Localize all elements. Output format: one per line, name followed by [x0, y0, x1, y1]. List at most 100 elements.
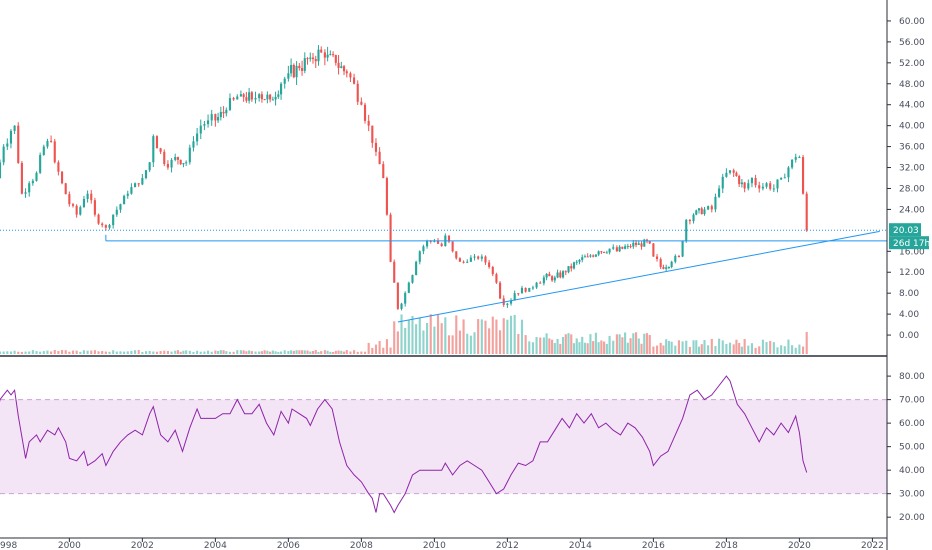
candle-body [46, 140, 49, 147]
candle-body [553, 277, 556, 281]
candle-body [196, 133, 199, 142]
price-tick-label: 16.00 [899, 247, 925, 257]
candle-body [144, 170, 148, 178]
candle-body [539, 282, 542, 284]
candle-body [263, 99, 266, 101]
candle-body [637, 243, 640, 245]
volume-bar [728, 342, 732, 354]
volume-bar [228, 351, 232, 354]
candle-body [517, 293, 520, 295]
volume-bar [90, 350, 93, 354]
volume-bar [429, 314, 432, 354]
volume-bar [378, 341, 381, 354]
time-tick-label: 2000 [58, 541, 81, 550]
candle-body [750, 178, 754, 184]
candle-body [732, 170, 735, 173]
candle-body [575, 261, 578, 263]
volume-bar [311, 350, 315, 354]
candle-body [426, 240, 429, 247]
candle-body [556, 272, 559, 278]
rsi-axis[interactable]: 80.00 70.00 60.00 50.00 40.00 30.00 20.00 [887, 372, 925, 523]
price-tick-label: 52.00 [899, 59, 925, 69]
candle-body [248, 92, 251, 101]
candle-body [612, 247, 615, 249]
candle-body [411, 275, 414, 283]
rsi-line [0, 375, 808, 514]
candle-body [90, 193, 93, 201]
candle-body [509, 300, 513, 304]
time-axis[interactable]: 998 2000 2002 2004 2006 2008 2010 2012 2014 2016 2… [0, 537, 887, 550]
candle-body [203, 124, 206, 126]
candle-body [269, 94, 272, 100]
candle-body [182, 163, 185, 165]
candle-body [462, 261, 465, 263]
volume-bar [2, 351, 5, 354]
volume-bar [196, 350, 199, 354]
candle-body [570, 266, 573, 269]
candle-body [378, 151, 381, 165]
volume-bar [480, 319, 483, 354]
candle-body [685, 219, 688, 241]
volume-bar [115, 351, 118, 354]
volume-bar [280, 351, 283, 354]
candle-body [225, 109, 228, 114]
candle-body [754, 178, 757, 186]
candle-body [245, 97, 248, 101]
candle-body [349, 73, 352, 78]
volume-bar [697, 346, 701, 354]
candle-body [743, 182, 746, 189]
volume-bar [166, 350, 169, 354]
price-panel[interactable] [0, 45, 887, 354]
rsi-tick-label: 50.00 [899, 443, 925, 453]
rsi-panel[interactable] [0, 375, 887, 514]
candle-body [765, 183, 768, 187]
volume-bar [495, 319, 498, 354]
volume-bar [320, 351, 323, 354]
candle-body [400, 303, 403, 309]
volume-bar [451, 335, 454, 354]
volume-bar [374, 344, 378, 354]
candle-body [545, 273, 548, 278]
candle-body [185, 162, 188, 164]
candle-body [28, 183, 31, 193]
volume-bar [250, 351, 253, 354]
price-tick-label: 60.00 [899, 17, 925, 27]
candle-body [97, 214, 100, 224]
candle-body [594, 254, 597, 257]
candle-body [404, 292, 407, 304]
volume-bar [553, 342, 556, 354]
candle-body [495, 274, 498, 283]
volume-bar [400, 314, 403, 354]
volume-bar [385, 339, 388, 354]
volume-bar [761, 339, 764, 354]
volume-bar [433, 326, 436, 354]
time-tick-label: 2004 [204, 541, 227, 550]
volume-bar [674, 345, 677, 354]
volume-bar [665, 339, 668, 354]
candle-body [108, 225, 111, 228]
volume-bar [600, 340, 603, 354]
volume-bar [548, 338, 551, 354]
volume-bar [292, 350, 295, 354]
candle-body [126, 193, 129, 196]
price-tick-label: 28.00 [899, 184, 925, 194]
candle-body [780, 178, 783, 180]
volume-bar [477, 319, 480, 354]
volume-bar [9, 351, 13, 354]
volume-bar [618, 334, 621, 354]
volume-bar [13, 350, 16, 354]
price-axis[interactable]: 60.00 56.00 52.00 48.00 44.00 40.00 36.00 32.00… [886, 0, 930, 550]
candle-body [559, 272, 562, 278]
volume-bar [645, 333, 649, 354]
candle-body [714, 196, 717, 210]
volume-bar [298, 350, 301, 354]
candle-body [311, 57, 315, 60]
volume-bar [31, 350, 34, 354]
volume-bar [455, 315, 458, 354]
candle-body [520, 287, 524, 294]
volume-bar [174, 350, 177, 354]
volume-bar [502, 318, 505, 354]
candle-body [615, 247, 618, 252]
candle-body [805, 193, 808, 231]
volume-bar [578, 342, 581, 354]
